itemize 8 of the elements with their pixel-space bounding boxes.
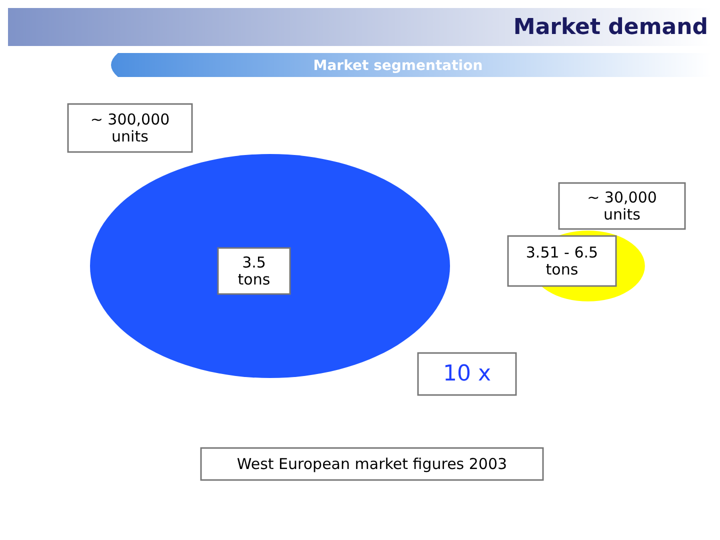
data-label: ~ 300,000 units — [90, 110, 170, 146]
text: 10 x — [442, 362, 492, 386]
text: Market demand — [513, 15, 708, 40]
category-label: 3.51 - 6.5 tons — [526, 243, 598, 279]
data-label: ~ 30,000 units — [587, 188, 657, 224]
text: West European market figures 2003 — [236, 455, 508, 473]
text: Market segmentation — [313, 58, 483, 74]
category-label: 3.5 tons — [238, 253, 270, 289]
